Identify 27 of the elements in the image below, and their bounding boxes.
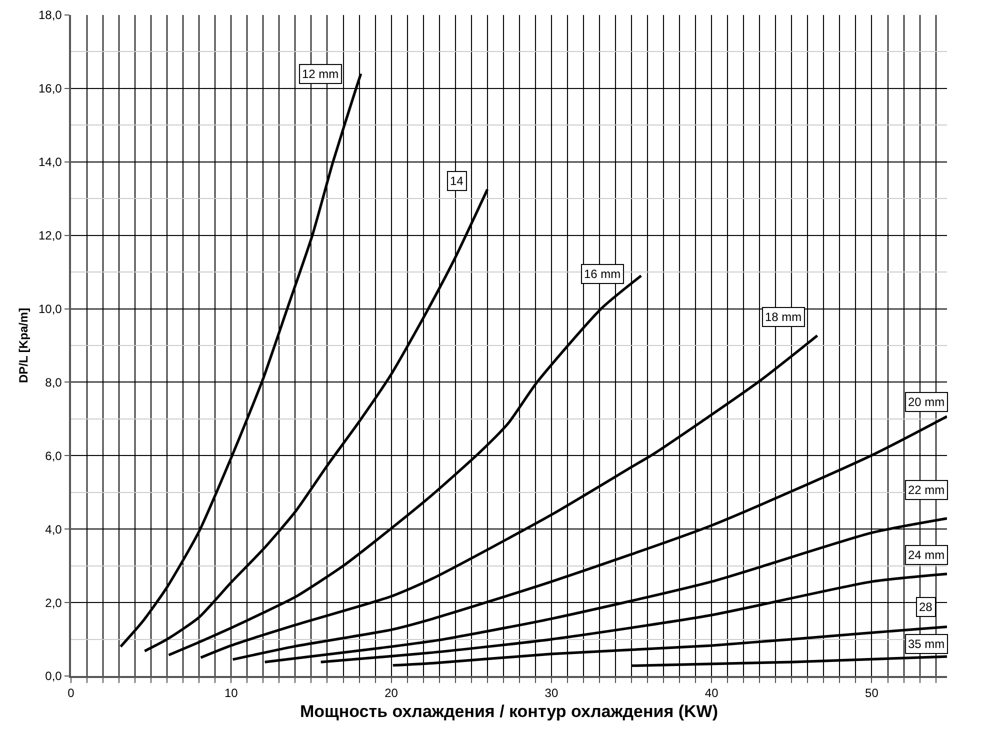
x-tick-label: 20 bbox=[384, 686, 398, 700]
annotation: 20 mm bbox=[908, 395, 945, 409]
annotation: 14 bbox=[450, 174, 464, 188]
y-tick-label: 10,0 bbox=[38, 302, 62, 316]
y-tick-label: 16,0 bbox=[38, 82, 62, 96]
annotation: 35 mm bbox=[908, 637, 945, 651]
annotation: 16 mm bbox=[584, 267, 621, 281]
annotation: 22 mm bbox=[908, 483, 945, 497]
y-axis-title: DP/L [Kpa/m] bbox=[16, 308, 30, 384]
y-tick-label: 4,0 bbox=[45, 522, 62, 536]
annotation: 18 mm bbox=[765, 310, 802, 324]
annotation: 28 bbox=[919, 600, 933, 614]
x-tick-label: 10 bbox=[224, 686, 238, 700]
x-axis-title: Мощность охлаждения / контур охлаждения (KW) bbox=[300, 702, 718, 722]
y-tick-label: 12,0 bbox=[38, 228, 62, 243]
y-tick-label: 14,0 bbox=[38, 155, 62, 170]
annotation: 12 mm bbox=[302, 67, 339, 81]
y-tick-label: 0,0 bbox=[45, 669, 62, 684]
x-tick-label: 40 bbox=[704, 686, 719, 700]
y-tick-label: 2,0 bbox=[45, 596, 62, 610]
x-tick-label: 0 bbox=[68, 686, 75, 700]
x-tick-label: 50 bbox=[865, 686, 879, 700]
x-tick-label: 30 bbox=[544, 686, 558, 700]
y-tick-label: 6,0 bbox=[45, 448, 62, 463]
y-tick-label: 8,0 bbox=[45, 375, 62, 390]
annotation: 24 mm bbox=[908, 548, 945, 562]
y-tick-label: 18,0 bbox=[38, 8, 62, 22]
